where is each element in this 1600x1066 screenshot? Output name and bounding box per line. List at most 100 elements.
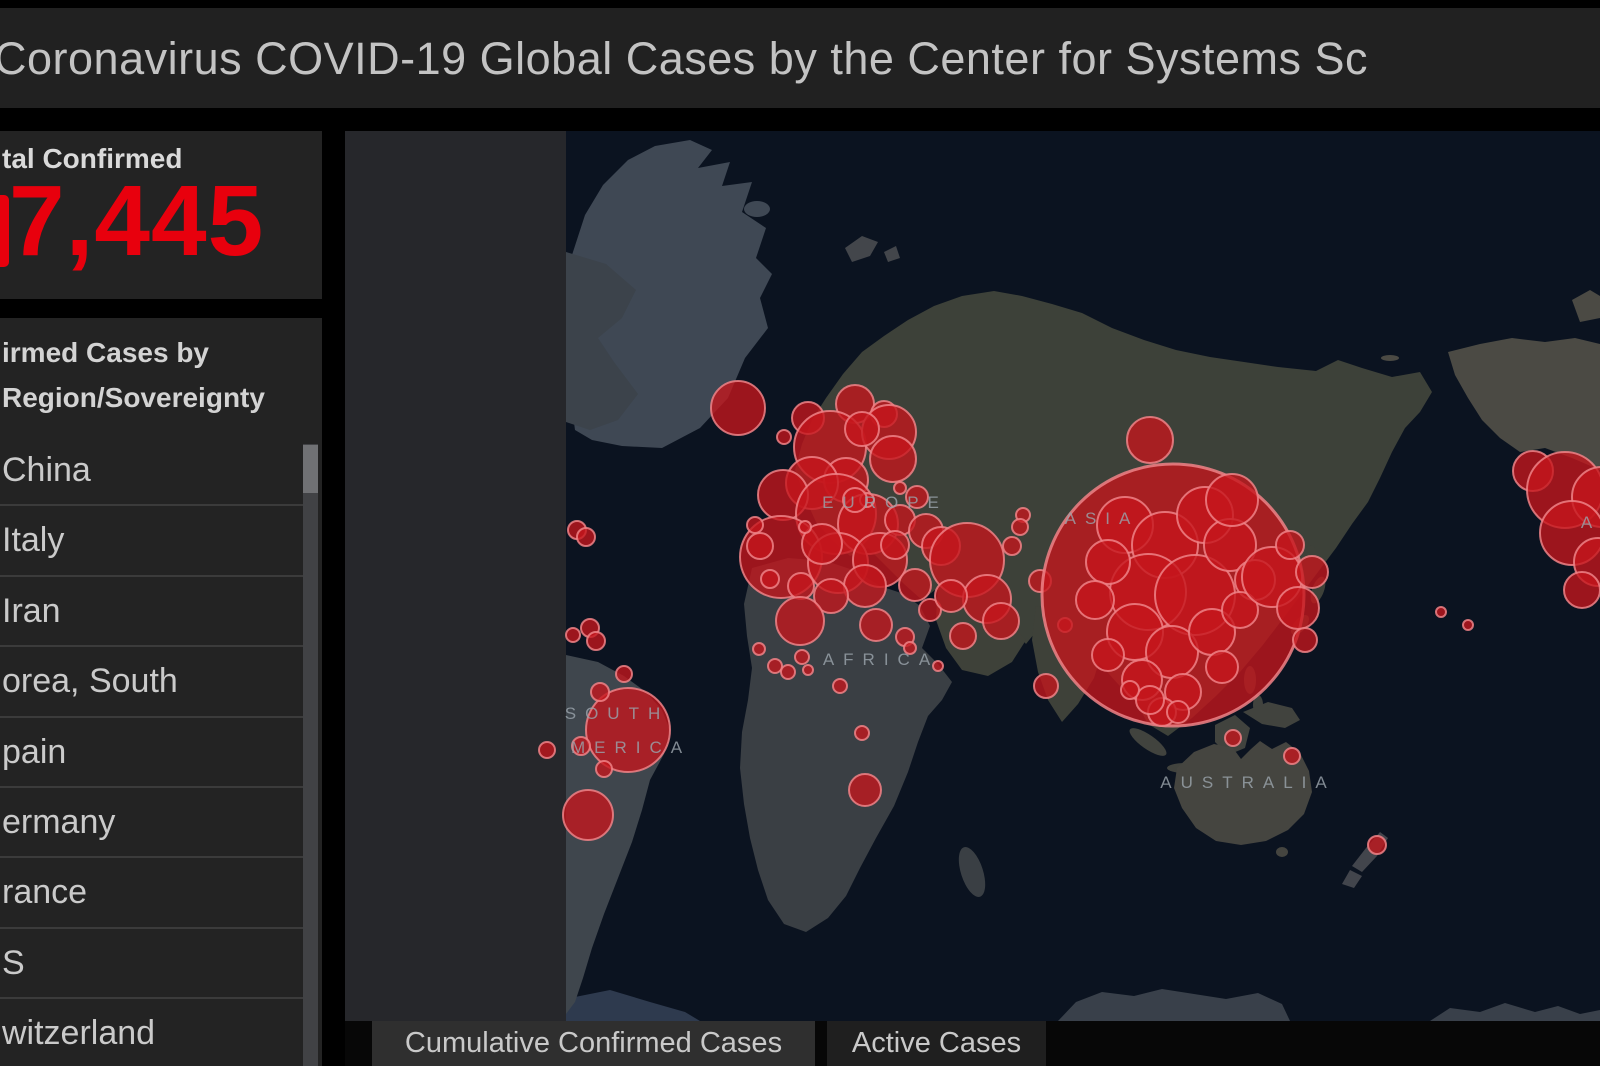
- case-bubble: [843, 564, 887, 608]
- case-bubble: [869, 435, 917, 483]
- case-bubble: [903, 641, 917, 655]
- map-empty-area: [345, 131, 566, 1021]
- country-list-item[interactable]: witzerland: [0, 999, 303, 1066]
- total-confirmed-label: tal Confirmed: [2, 143, 183, 174]
- case-bubble: [1075, 580, 1115, 620]
- case-bubble: [1295, 555, 1329, 589]
- world-map[interactable]: EUROPE ASIA AFRICA SOUTH MERICA AUSTRALIA A: [345, 131, 1600, 1021]
- case-bubble: [1462, 619, 1474, 631]
- case-bubble: [1367, 835, 1387, 855]
- continent-label: ASIA: [1065, 509, 1140, 528]
- case-bubble: [905, 485, 929, 509]
- case-bubble: [1283, 747, 1301, 765]
- country-list-item[interactable]: Italy: [0, 506, 303, 577]
- case-bubble: [1002, 536, 1022, 556]
- tab-cumulative-confirmed-cases[interactable]: Cumulative Confirmed Cases: [372, 1021, 815, 1066]
- continent-label: MERICA: [571, 738, 691, 757]
- case-bubble: [1221, 591, 1259, 629]
- case-bubble: [1275, 530, 1305, 560]
- case-bubble: [1205, 473, 1259, 527]
- case-bubble: [1120, 680, 1140, 700]
- case-bubble: [1166, 700, 1190, 724]
- case-bubble: [571, 736, 591, 756]
- case-bubble: [798, 520, 812, 534]
- case-bubble: [813, 578, 849, 614]
- scrollbar-thumb[interactable]: [303, 445, 318, 493]
- case-bubble: [760, 569, 780, 589]
- case-bubble: [832, 678, 848, 694]
- case-bubble: [562, 789, 614, 841]
- country-list-item[interactable]: S: [0, 929, 303, 1000]
- case-bubble: [854, 725, 870, 741]
- case-bubble: [590, 682, 610, 702]
- cases-by-heading: irmed Cases by Region/Sovereignty: [2, 330, 265, 420]
- country-list-item[interactable]: Iran: [0, 577, 303, 648]
- map-tab-bar: Cumulative Confirmed Cases Active Cases: [345, 1021, 1600, 1066]
- continent-label: A: [1581, 513, 1600, 532]
- case-bubble: [615, 665, 633, 683]
- case-bubble: [1011, 518, 1029, 536]
- case-bubble: [932, 660, 944, 672]
- case-bubble: [752, 642, 766, 656]
- case-bubble: [595, 760, 613, 778]
- case-bubble: [538, 741, 556, 759]
- case-bubble: [586, 631, 606, 651]
- case-bubble: [1435, 606, 1447, 618]
- case-bubble: [1091, 638, 1125, 672]
- continent-labels: EUROPE ASIA AFRICA SOUTH MERICA AUSTRALIA A: [565, 493, 1600, 792]
- continent-label: EUROPE: [822, 493, 948, 512]
- case-bubble: [775, 596, 825, 646]
- case-bubble: [949, 622, 977, 650]
- case-bubble: [802, 664, 814, 676]
- case-bubble: [710, 380, 766, 436]
- case-bubble: [576, 527, 596, 547]
- country-list-item[interactable]: China: [0, 436, 303, 507]
- case-bubble: [767, 658, 783, 674]
- case-bubble: [880, 530, 910, 560]
- country-list-scrollbar[interactable]: [303, 444, 318, 1066]
- case-bubble: [1563, 571, 1600, 609]
- case-bubble: [934, 579, 968, 613]
- case-bubble: [746, 532, 774, 560]
- case-bubble: [1033, 673, 1059, 699]
- continent-label: SOUTH: [565, 704, 670, 723]
- case-bubble: [1224, 729, 1242, 747]
- case-bubble: [898, 568, 932, 602]
- continent-label: AUSTRALIA: [1160, 773, 1335, 792]
- tab-active-cases[interactable]: Active Cases: [827, 1021, 1046, 1066]
- case-bubble: [848, 773, 882, 807]
- case-bubble: [565, 627, 581, 643]
- case-bubble: [982, 602, 1020, 640]
- case-bubble: [1205, 650, 1239, 684]
- cases-by-heading-line1: irmed Cases by: [2, 337, 209, 368]
- case-bubble: [918, 598, 942, 622]
- continent-label: AFRICA: [823, 650, 939, 669]
- country-list-item[interactable]: pain: [0, 718, 303, 788]
- case-bubbles: [538, 380, 1600, 855]
- case-bubble: [585, 687, 671, 773]
- case-bubble: [844, 411, 880, 447]
- map-panel: EUROPE ASIA AFRICA SOUTH MERICA AUSTRALIA A: [345, 131, 1600, 1021]
- case-bubble: [1292, 627, 1318, 653]
- case-bubble: [776, 429, 792, 445]
- total-confirmed-panel: tal Confirmed 7,445: [0, 131, 322, 299]
- case-bubble: [787, 572, 815, 600]
- case-bubble: [893, 481, 907, 495]
- case-bubble: [780, 664, 796, 680]
- case-bubble: [1276, 586, 1320, 630]
- cases-by-heading-line2: Region/Sovereignty: [2, 382, 265, 413]
- cut-digit-sliver: [0, 195, 9, 267]
- case-bubble: [794, 649, 810, 665]
- country-list-item[interactable]: rance: [0, 858, 303, 929]
- case-bubble: [1135, 685, 1165, 715]
- case-bubble: [1085, 539, 1131, 585]
- country-list-item[interactable]: orea, South: [0, 647, 303, 718]
- case-bubble: [801, 523, 843, 565]
- country-list-item[interactable]: ermany: [0, 788, 303, 859]
- page-title: Coronavirus COVID-19 Global Cases by the…: [0, 33, 1369, 84]
- case-bubble: [746, 516, 764, 534]
- total-confirmed-value: 7,445: [9, 165, 265, 277]
- case-bubble: [842, 487, 868, 513]
- case-bubble: [859, 608, 893, 642]
- cases-by-country-panel: irmed Cases by Region/Sovereignty China I…: [0, 318, 322, 1066]
